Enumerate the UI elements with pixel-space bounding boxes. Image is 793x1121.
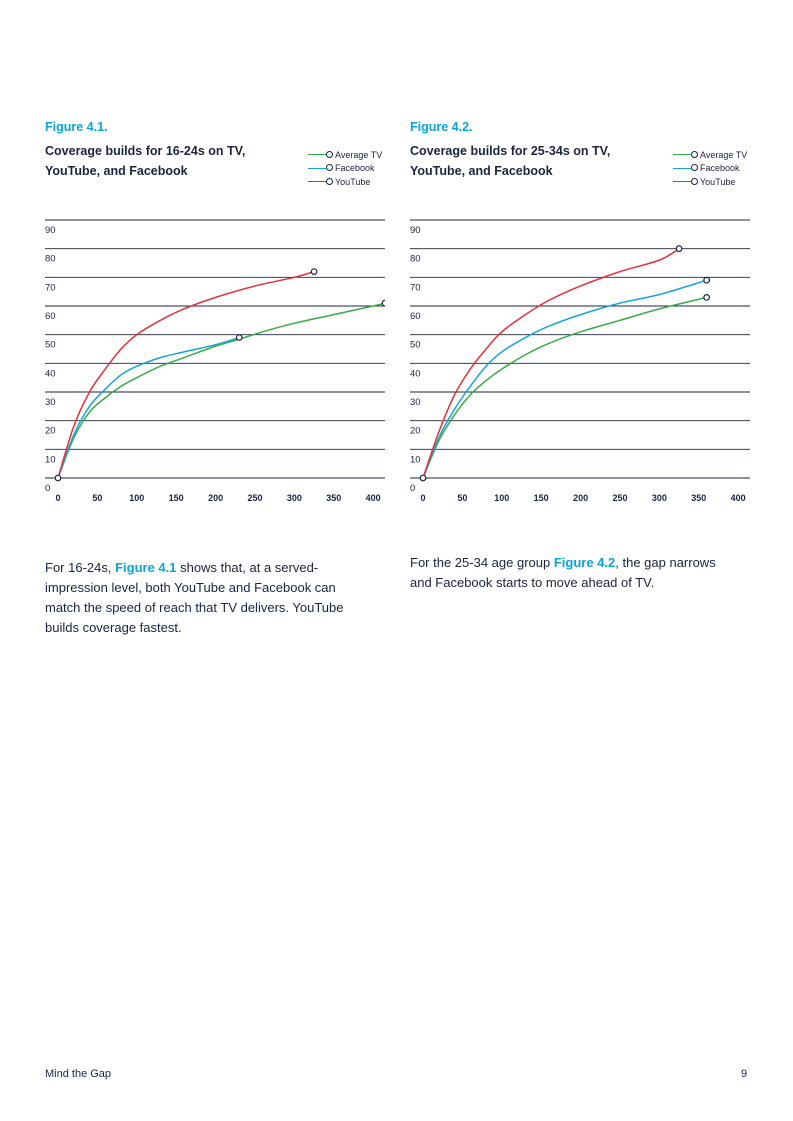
legend-swatch	[308, 164, 333, 172]
series-end-marker	[703, 276, 711, 284]
chart-legend: Average TV Facebook YouTube	[673, 148, 747, 189]
y-tick-label: 90	[410, 225, 421, 236]
origin-marker	[419, 474, 427, 482]
x-tick-label: 100	[494, 493, 509, 503]
x-tick-label: 150	[534, 493, 549, 503]
coverage-chart-16-24: 0 10 20 30 40 50 60 70 80 90 0 50 100 150 200 250 300 350…	[45, 219, 385, 503]
x-tick-label: 200	[573, 493, 588, 503]
series-line-youtube	[422, 248, 680, 479]
paragraph-text: shows that, at a served-impression level…	[45, 560, 344, 635]
x-tick-label: 300	[287, 493, 302, 503]
x-tick-label: 350	[326, 493, 341, 503]
y-tick-label: 10	[410, 454, 421, 465]
legend-label: Facebook	[700, 163, 740, 174]
legend-swatch	[308, 150, 333, 158]
series-end-marker	[675, 245, 683, 253]
y-tick-label: 40	[410, 368, 421, 379]
legend-label: Average TV	[335, 149, 383, 160]
x-tick-label: 0	[420, 493, 425, 503]
legend-swatch	[673, 164, 698, 172]
legend-label: YouTube	[700, 176, 736, 187]
legend-marker-icon	[691, 150, 698, 158]
legend-item-average-tv: Average TV	[308, 148, 382, 162]
y-tick-label: 20	[410, 426, 421, 437]
y-tick-label: 30	[45, 397, 56, 408]
body-paragraph-16-24: For 16-24s, Figure 4.1 shows that, at a …	[45, 558, 370, 638]
y-tick-label: 80	[410, 254, 421, 265]
body-paragraph-25-34: For the 25-34 age group Figure 4.2, the …	[410, 553, 740, 593]
y-tick-label: 70	[410, 282, 421, 293]
legend-swatch	[308, 177, 333, 185]
legend-label: Facebook	[335, 163, 375, 174]
x-tick-label: 250	[247, 493, 262, 503]
footer-title: Mind the Gap	[45, 1068, 112, 1080]
series-end-marker	[235, 334, 243, 341]
series-line-facebook	[57, 336, 240, 479]
x-tick-label: 0	[55, 493, 60, 503]
x-tick-label: 100	[129, 493, 144, 503]
paragraph-text: For the 25-34 age group	[410, 555, 554, 570]
y-tick-label: 70	[45, 282, 56, 293]
y-tick-label: 30	[410, 397, 421, 408]
y-tick-label: 60	[45, 311, 56, 322]
y-tick-label: 50	[45, 340, 56, 351]
legend-item-average-tv: Average TV	[673, 148, 747, 162]
legend-label: Average TV	[700, 149, 748, 160]
x-tick-label: 400	[731, 493, 746, 503]
origin-marker	[54, 474, 62, 482]
legend-marker-icon	[326, 177, 333, 185]
y-tick-label: 80	[45, 254, 56, 265]
figure-title: Coverage builds for 16-24s on TV, YouTub…	[45, 144, 246, 178]
legend-item-facebook: Facebook	[308, 162, 382, 176]
figure-4-2: Figure 4.2. Coverage builds for 25-34s o…	[410, 120, 750, 503]
legend-label: YouTube	[335, 176, 371, 187]
legend-item-facebook: Facebook	[673, 162, 747, 176]
y-tick-label: 40	[45, 368, 56, 379]
page-number: 9	[741, 1068, 748, 1080]
figure-label: Figure 4.1.	[45, 120, 108, 134]
coverage-chart-25-34: 0 10 20 30 40 50 60 70 80 90 0 50 100 150 200 250 300 350…	[410, 219, 750, 503]
legend-item-youtube: YouTube	[308, 175, 382, 189]
x-tick-label: 400	[366, 493, 381, 503]
legend-swatch	[673, 177, 698, 185]
x-tick-label: 150	[169, 493, 184, 503]
legend-marker-icon	[326, 164, 333, 172]
series-line-facebook	[422, 279, 707, 479]
x-tick-label: 50	[92, 493, 102, 503]
legend-marker-icon	[691, 177, 698, 185]
y-tick-label: 0	[410, 483, 415, 494]
paragraph-text: For 16-24s,	[45, 560, 116, 575]
legend-marker-icon	[691, 164, 698, 172]
figure-reference-link[interactable]: Figure 4.1	[115, 560, 177, 575]
figure-label: Figure 4.2.	[410, 120, 473, 134]
legend-marker-icon	[326, 150, 333, 158]
chart-legend: Average TV Facebook YouTube	[308, 148, 382, 189]
y-tick-label: 90	[45, 225, 56, 236]
x-tick-label: 300	[652, 493, 667, 503]
legend-item-youtube: YouTube	[673, 175, 747, 189]
figure-4-1: Figure 4.1. Coverage builds for 16-24s o…	[45, 120, 385, 503]
figure-title: Coverage builds for 25-34s on TV, YouTub…	[410, 144, 611, 178]
y-tick-label: 50	[410, 340, 421, 351]
series-line-average-tv	[57, 302, 385, 479]
y-tick-label: 60	[410, 311, 421, 322]
x-tick-label: 50	[457, 493, 467, 503]
series-line-youtube	[57, 270, 315, 479]
x-tick-label: 250	[612, 493, 627, 503]
legend-swatch	[673, 150, 698, 158]
x-tick-label: 350	[691, 493, 706, 503]
series-line-average-tv	[422, 296, 707, 479]
x-tick-label: 200	[208, 493, 223, 503]
paragraph-text: , the gap narrows and Facebook starts to…	[410, 555, 716, 590]
y-tick-label: 0	[45, 483, 50, 494]
series-end-marker	[310, 268, 318, 275]
y-tick-label: 20	[45, 426, 56, 437]
figure-reference-link[interactable]: Figure 4.2	[553, 555, 616, 570]
series-end-marker	[703, 293, 711, 301]
series-end-marker	[381, 299, 385, 307]
y-tick-label: 10	[45, 454, 56, 465]
